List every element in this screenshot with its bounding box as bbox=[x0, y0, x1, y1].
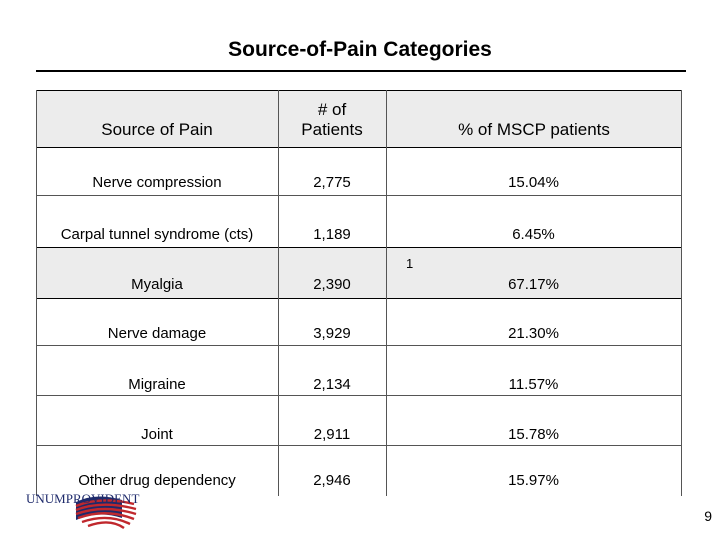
table-cell-source: Joint bbox=[141, 426, 173, 443]
table-cell-percent: 11.57% bbox=[508, 376, 559, 393]
table-cell-source: Myalgia bbox=[131, 276, 183, 293]
table-cell-percent: 67.17% bbox=[508, 276, 559, 293]
table-cell-patients: 2,134 bbox=[313, 376, 351, 393]
table-cell-patients: 3,929 bbox=[313, 325, 351, 342]
header-source-of-pain: Source of Pain bbox=[101, 120, 213, 139]
table-cell-source: Other drug dependency bbox=[78, 472, 236, 489]
header-patient-count: # of Patients bbox=[301, 100, 363, 139]
table-cell-patients: 1,189 bbox=[313, 226, 351, 243]
row-divider bbox=[36, 345, 682, 346]
header-percent-mscp: % of MSCP patients bbox=[458, 120, 610, 139]
source-of-pain-table: Source of Pain # of Patients % of MSCP p… bbox=[36, 90, 682, 496]
table-cell-source: Carpal tunnel syndrome (cts) bbox=[60, 226, 254, 243]
table-cell-patients: 2,911 bbox=[313, 426, 351, 443]
title-underline bbox=[36, 70, 686, 72]
column-divider bbox=[36, 90, 37, 496]
header-band bbox=[36, 90, 682, 148]
myalgia-band bbox=[36, 247, 682, 299]
slide-title: Source-of-Pain Categories bbox=[228, 38, 492, 61]
row-divider bbox=[36, 195, 682, 196]
table-cell-percent: 6.45% bbox=[512, 226, 555, 243]
table-cell-percent: 15.04% bbox=[508, 174, 559, 191]
column-divider bbox=[386, 90, 387, 496]
table-cell-percent: 15.97% bbox=[508, 472, 559, 489]
table-cell-source: Nerve damage bbox=[107, 325, 207, 342]
table-cell-patients: 2,946 bbox=[313, 472, 351, 489]
page-number: 9 bbox=[704, 508, 712, 524]
table-cell-patients: 2,390 bbox=[313, 276, 351, 293]
flag-icon bbox=[75, 496, 137, 530]
table-cell-source: Nerve compression bbox=[92, 174, 222, 191]
table-cell-source: Migraine bbox=[128, 376, 186, 393]
column-divider bbox=[681, 90, 682, 496]
table-cell-percent: 15.78% bbox=[508, 426, 559, 443]
logo-wordmark: UNUMPROVIDENT bbox=[26, 491, 140, 506]
column-divider bbox=[278, 90, 279, 496]
footnote-marker: 1 bbox=[406, 256, 414, 271]
company-logo bbox=[75, 496, 137, 530]
table-cell-percent: 21.30% bbox=[508, 325, 559, 342]
row-divider bbox=[36, 395, 682, 396]
table-cell-patients: 2,775 bbox=[313, 174, 351, 191]
row-divider bbox=[36, 445, 682, 446]
